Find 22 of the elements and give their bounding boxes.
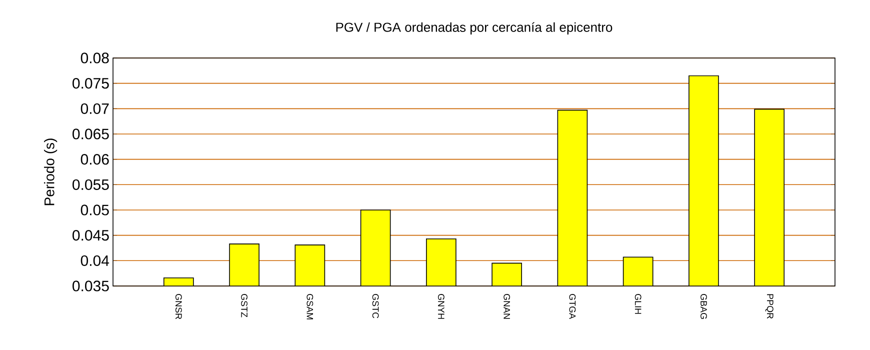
y-tick-label: 0.065 <box>72 128 109 140</box>
x-tick-label: GBAG <box>700 294 707 319</box>
y-axis-title: Periodo (s) <box>44 138 58 206</box>
y-tick-label: 0.08 <box>80 52 109 64</box>
y-tick-label: 0.05 <box>80 204 109 216</box>
x-tick-label: GTGA <box>569 294 576 320</box>
x-tick-label: GSTC <box>372 294 379 318</box>
y-tick-label: 0.035 <box>72 280 109 292</box>
y-tick-label: 0.045 <box>72 230 109 241</box>
x-tick-label: GNSR <box>175 294 182 320</box>
x-tick-label: GSAM <box>306 294 314 320</box>
y-tick-label: 0.06 <box>80 154 109 165</box>
x-tick-label: GNAN <box>504 294 510 319</box>
x-tick-label: GLIH <box>634 294 642 314</box>
chart-title: PGV / PGA ordenadas por cercanía al epicentro <box>336 22 612 34</box>
y-tick-label: 0.055 <box>72 179 109 190</box>
y-tick-label: 0.075 <box>72 78 109 89</box>
x-tick-label: GNYH <box>438 294 444 319</box>
x-tick-label: GSTZ <box>241 294 248 318</box>
x-tick-label: PPQR <box>765 294 774 319</box>
y-tick-label: 0.07 <box>80 103 109 114</box>
y-tick-label: 0.04 <box>80 255 110 266</box>
